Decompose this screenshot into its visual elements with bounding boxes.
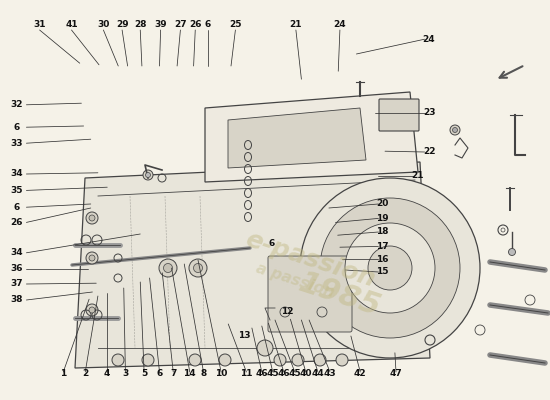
Text: 2: 2 [82,370,89,378]
Circle shape [345,223,435,313]
Circle shape [86,212,98,224]
Text: 47: 47 [389,370,403,378]
Text: 24: 24 [334,20,346,29]
Circle shape [142,354,154,366]
Text: 32: 32 [10,100,23,109]
Circle shape [314,354,326,366]
FancyBboxPatch shape [268,256,352,332]
Text: 35: 35 [10,186,23,195]
Text: 25: 25 [229,20,241,29]
Text: 31: 31 [34,20,46,29]
Circle shape [274,354,286,366]
Text: 38: 38 [10,296,23,304]
Text: 1: 1 [60,370,67,378]
Polygon shape [205,92,418,182]
Text: 6: 6 [205,20,211,29]
Text: 6: 6 [13,203,20,212]
Text: 6: 6 [13,123,20,132]
Text: 34: 34 [10,170,23,178]
Text: 22: 22 [423,148,435,156]
Polygon shape [228,108,366,168]
Text: 21: 21 [290,20,302,29]
Text: 19: 19 [376,214,388,223]
Circle shape [336,354,348,366]
Text: 33: 33 [10,139,23,148]
Text: 24: 24 [423,35,435,44]
Text: 30: 30 [97,20,109,29]
Circle shape [292,354,304,366]
Text: e-passion: e-passion [242,228,378,292]
Text: 13: 13 [239,331,251,340]
Text: 1985: 1985 [295,268,385,322]
Polygon shape [75,162,430,368]
Text: 34: 34 [10,248,23,257]
Text: 20: 20 [376,200,388,208]
Circle shape [280,307,290,317]
Circle shape [146,172,151,178]
Text: 45: 45 [289,370,301,378]
Text: 41: 41 [65,20,78,29]
Text: 27: 27 [174,20,186,29]
Circle shape [317,307,327,317]
Circle shape [189,354,201,366]
Text: 29: 29 [116,20,128,29]
Circle shape [300,178,480,358]
Text: 42: 42 [354,370,366,378]
Circle shape [453,128,458,132]
Text: 28: 28 [134,20,146,29]
Circle shape [89,215,95,221]
Circle shape [509,248,515,256]
Text: 45: 45 [267,370,279,378]
Circle shape [320,198,460,338]
Text: 3: 3 [122,370,129,378]
Circle shape [450,125,460,135]
Circle shape [219,354,231,366]
Circle shape [89,255,95,261]
Text: 5: 5 [141,370,147,378]
Circle shape [189,259,207,277]
Text: 21: 21 [412,172,424,180]
Text: 40: 40 [300,370,312,378]
Text: 4: 4 [104,370,111,378]
Circle shape [368,246,412,290]
Circle shape [194,264,202,272]
Text: 15: 15 [376,268,388,276]
Text: 39: 39 [155,20,167,29]
Text: 37: 37 [10,280,23,288]
Circle shape [89,307,95,313]
Circle shape [257,340,273,356]
Text: 26: 26 [10,218,23,227]
Circle shape [163,264,173,272]
Text: 14: 14 [184,370,196,378]
Circle shape [86,252,98,264]
Text: 6: 6 [268,240,275,248]
Text: a passion: a passion [254,260,336,300]
FancyBboxPatch shape [379,99,419,131]
Circle shape [86,304,98,316]
Text: 18: 18 [376,228,388,236]
Text: 7: 7 [170,370,177,378]
Text: 46: 46 [278,370,290,378]
Text: 16: 16 [376,255,388,264]
Circle shape [159,259,177,277]
Text: 17: 17 [376,242,388,251]
Text: 11: 11 [240,370,252,378]
Circle shape [143,170,153,180]
Text: 36: 36 [10,264,23,273]
Text: 26: 26 [189,20,201,29]
Text: 6: 6 [156,370,163,378]
Text: 43: 43 [324,370,336,378]
Text: 12: 12 [282,308,294,316]
Text: 46: 46 [256,370,268,378]
Text: 10: 10 [215,370,227,378]
Circle shape [112,354,124,366]
Text: 23: 23 [423,108,435,117]
Text: 44: 44 [311,370,324,378]
Text: 8: 8 [200,370,207,378]
